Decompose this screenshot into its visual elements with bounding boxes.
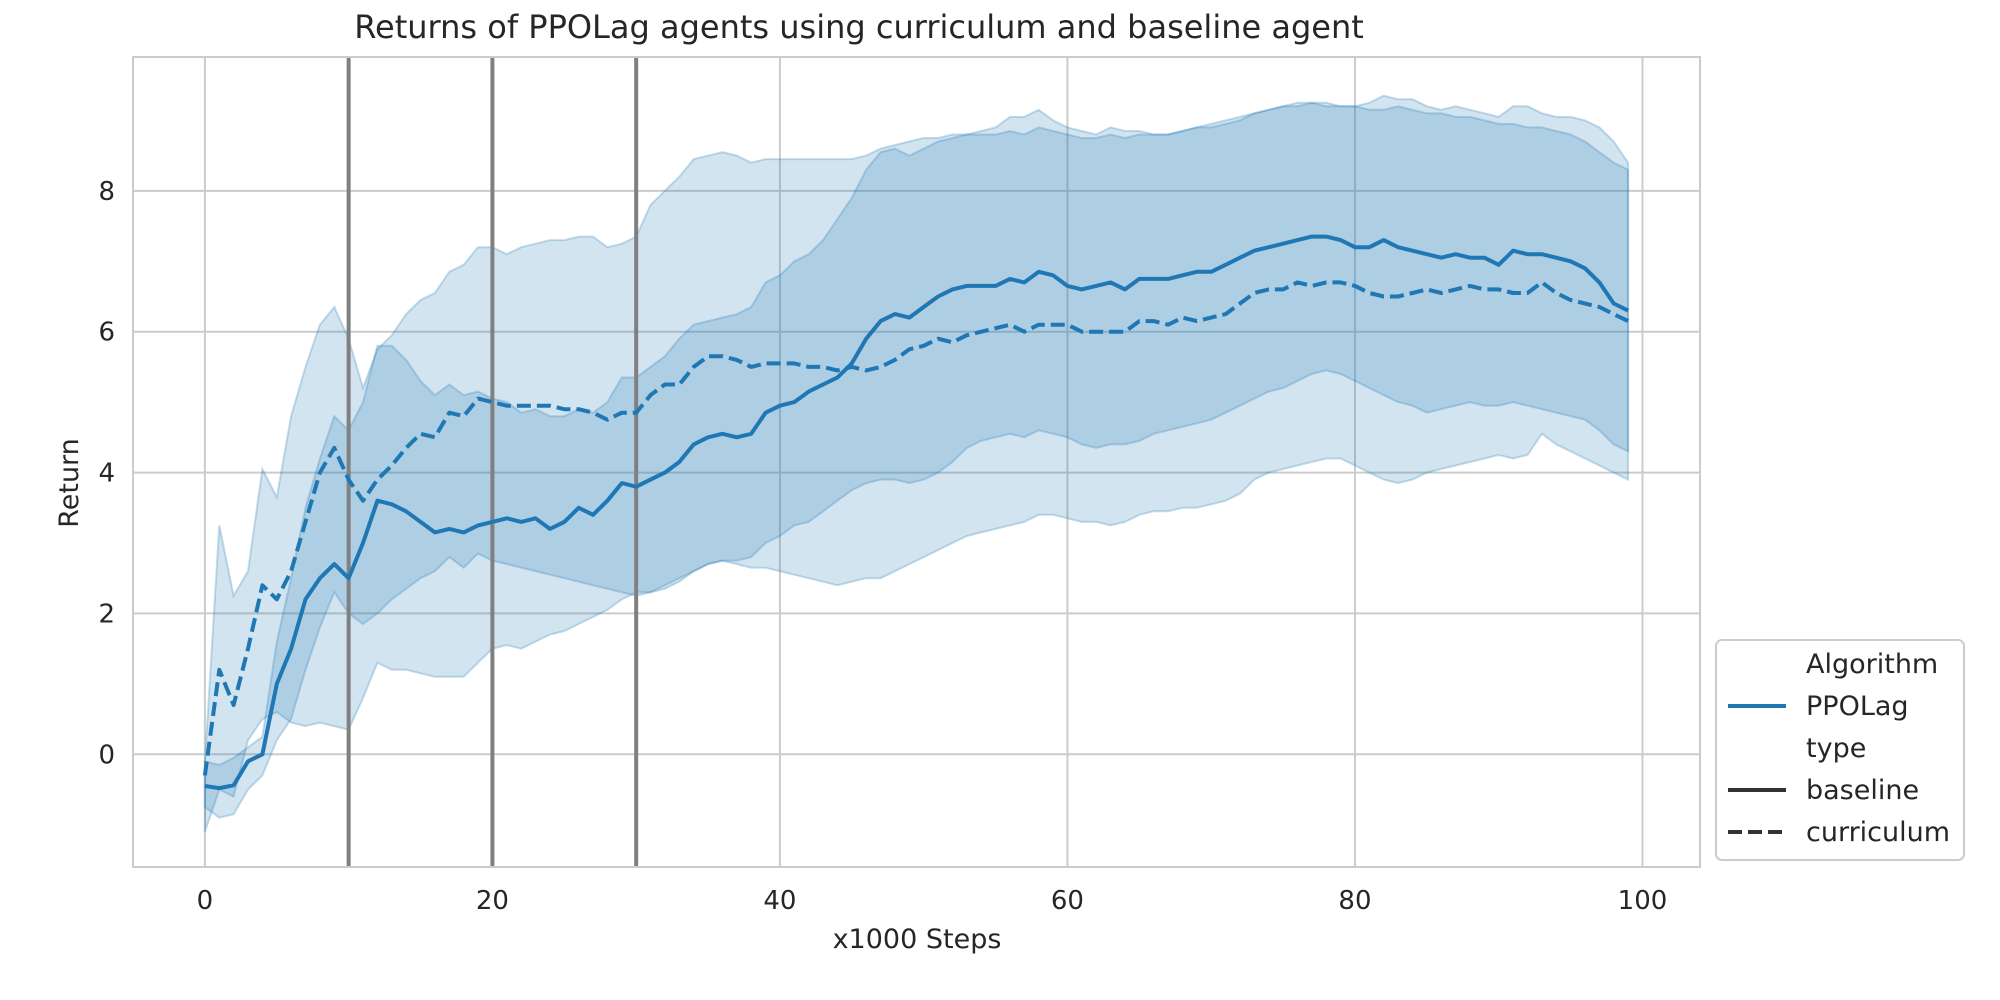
legend-label-type: type [1806,733,1866,764]
y-axis-label: Return [54,438,85,528]
x-tick-labels: 0 20 40 60 80 100 [197,886,1668,916]
legend-entries: Algorithm PPOLag type baseline curriculum [1728,649,1950,848]
legend-box [1715,639,1965,861]
x-tick-label: 60 [1051,886,1084,916]
band-curriculum [203,94,1630,833]
confidence-bands [203,94,1630,833]
grid-lines [133,57,1700,867]
x-axis-label: x1000 Steps [833,924,1002,955]
series-lines [202,234,1629,791]
x-tick-label: 80 [1338,886,1371,916]
y-tick-label: 2 [98,599,115,629]
y-tick-labels: 0 2 4 6 8 [98,177,115,770]
x-tick-label: 100 [1618,886,1668,916]
legend: Algorithm PPOLag type baseline curriculum [1715,639,1965,861]
legend-label-curriculum: curriculum [1806,817,1950,848]
curriculum-stage-markers [346,57,639,867]
chart-title: Returns of PPOLag agents using curriculu… [354,8,1364,46]
band-baseline [203,101,1630,819]
line-baseline [204,234,1629,791]
plot-frame [132,56,1701,868]
y-tick-label: 6 [98,318,115,348]
legend-label-Algorithm: Algorithm [1806,649,1938,680]
line-curriculum [202,280,1629,776]
legend-label-baseline: baseline [1806,775,1919,806]
x-tick-label: 0 [197,886,214,916]
x-tick-label: 40 [763,886,796,916]
x-tick-label: 20 [476,886,509,916]
legend-label-PPOLag: PPOLag [1806,691,1909,722]
y-tick-label: 4 [98,459,115,489]
y-tick-label: 8 [98,177,115,207]
y-tick-label: 0 [98,740,115,770]
